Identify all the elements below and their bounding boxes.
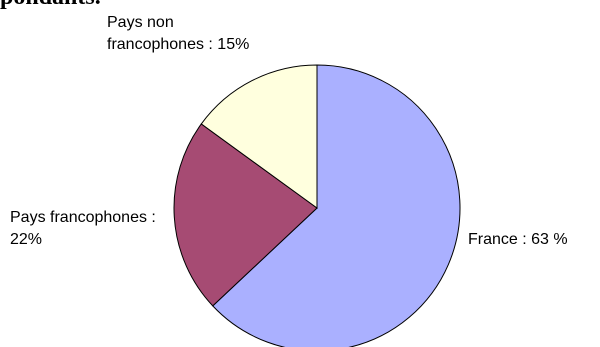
pie-slice-label-line: 22% [10,231,42,248]
pie-slice-label-line: Pays non [107,14,174,31]
pie-slice-label-2: Pays non francophones : 15% [107,14,249,53]
pie-slice-label-0: France : 63 % [468,231,568,248]
pie-slice-label-line: Pays francophones : [10,209,156,226]
pie-slices [173,64,461,347]
pie-slice-label-1: Pays francophones : 22% [10,209,156,248]
heading-fragment: pondants. [0,0,200,12]
pie-labels: France : 63 %Pays francophones :22%Pays … [10,14,568,248]
pie-slice-label-line: francophones : 15% [107,36,249,53]
heading-fragment-text: pondants. [0,0,101,11]
pie-slice-1 [173,123,318,307]
pie-slice-2 [200,64,318,209]
pie-slice-label-line: France : 63 % [468,231,568,248]
